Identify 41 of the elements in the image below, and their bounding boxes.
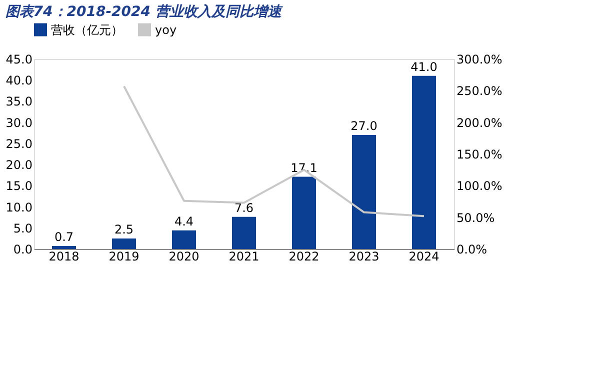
data-label: 41.0	[410, 60, 438, 74]
y-tick-label: 30.0	[6, 116, 32, 130]
bar	[352, 135, 376, 249]
x-tick-label: 2023	[348, 250, 380, 264]
data-label: 2.5	[114, 222, 134, 236]
bar	[112, 238, 136, 249]
y-tick-label: 40.0	[6, 74, 32, 88]
y2-tick-label: 200.0%	[456, 116, 502, 130]
y-tick-label: 5.0	[13, 221, 32, 236]
y2-tick-label: 100.0%	[456, 179, 502, 194]
x-tick-label: 2021	[228, 250, 260, 264]
x-tick-label: 2018	[48, 250, 80, 264]
y-tick-label: 25.0	[6, 136, 32, 151]
bar	[52, 246, 76, 249]
y-tick-label: 10.0	[6, 200, 32, 214]
y2-tick-label: 300.0%	[456, 52, 502, 66]
data-label: 27.0	[350, 119, 378, 133]
x-tick-label: 2020	[168, 250, 200, 264]
legend-label: yoy	[155, 22, 177, 37]
bar	[412, 76, 436, 249]
bar	[232, 216, 256, 249]
x-tick-label: 2022	[288, 250, 320, 264]
y2-tick-label: 0.0%	[456, 242, 487, 256]
legend-label: 营收（亿元）	[51, 22, 123, 37]
y2-tick-label: 150.0%	[456, 148, 502, 162]
y2-tick-label: 250.0%	[456, 84, 502, 98]
y2-tick-label: 50.0%	[456, 210, 495, 225]
x-tick-label: 2019	[108, 250, 140, 264]
data-label: 0.7	[54, 230, 74, 244]
chart-title: 图表74：2018-2024 营业收入及同比增速	[5, 4, 284, 20]
line-series	[123, 85, 425, 218]
bar	[292, 176, 316, 249]
bar	[172, 230, 196, 249]
y-tick-label: 20.0	[6, 158, 32, 172]
data-label: 7.6	[234, 200, 254, 215]
y-tick-label: 45.0	[6, 52, 32, 66]
y-tick-label: 0.0	[13, 242, 32, 256]
y-tick-label: 15.0	[6, 179, 32, 194]
x-tick-label: 2024	[408, 250, 440, 264]
data-label: 4.4	[174, 214, 194, 228]
y-tick-label: 35.0	[6, 94, 32, 109]
